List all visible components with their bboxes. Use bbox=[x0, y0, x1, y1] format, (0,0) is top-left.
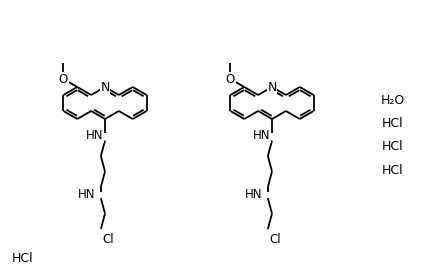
Text: HN: HN bbox=[252, 129, 269, 142]
Text: HCl: HCl bbox=[381, 140, 403, 153]
Text: N: N bbox=[267, 81, 276, 93]
Text: HN: HN bbox=[85, 129, 103, 142]
Text: O: O bbox=[59, 73, 68, 86]
Text: HN: HN bbox=[245, 188, 262, 201]
Text: Cl: Cl bbox=[103, 233, 114, 246]
Text: O: O bbox=[225, 73, 234, 86]
Text: HCl: HCl bbox=[381, 116, 403, 130]
Text: Cl: Cl bbox=[269, 233, 281, 246]
Text: HCl: HCl bbox=[381, 163, 403, 177]
Text: N: N bbox=[100, 81, 109, 93]
Text: H₂O: H₂O bbox=[380, 93, 404, 106]
Text: HN: HN bbox=[78, 188, 95, 201]
Text: HCl: HCl bbox=[12, 252, 34, 264]
